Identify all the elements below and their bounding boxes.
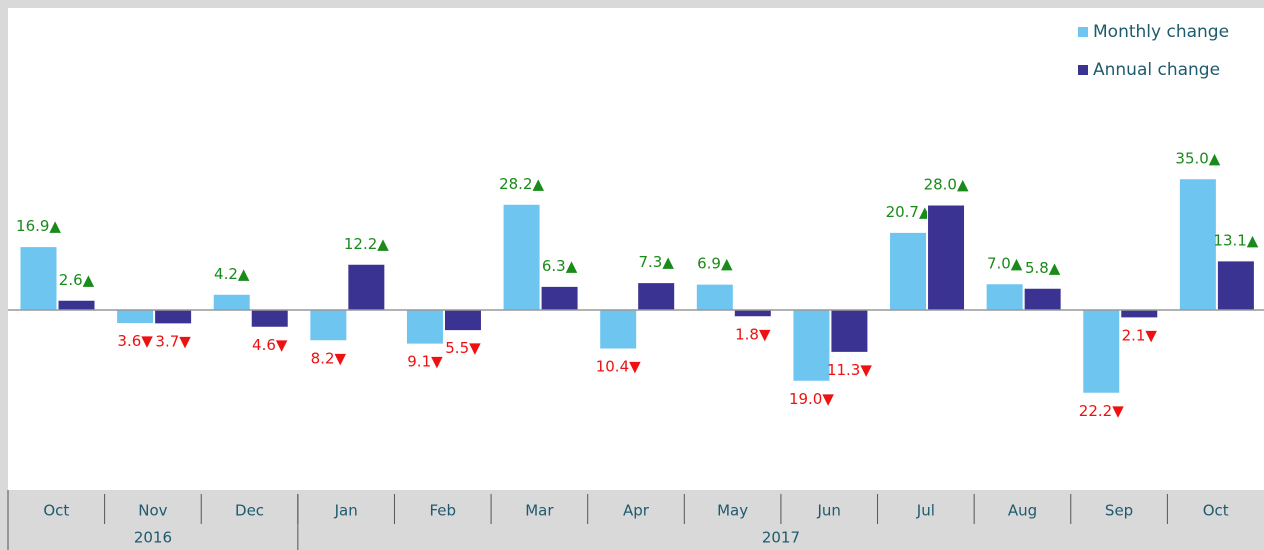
value-label: 2.1▼	[1122, 326, 1158, 344]
value-label: 28.0▲	[924, 176, 969, 194]
value-label: 5.5▼	[445, 339, 481, 357]
value-label: 10.4▼	[596, 358, 641, 376]
bar	[637, 282, 676, 311]
x-tick-label: Oct	[1203, 502, 1229, 520]
x-tick-label: Jan	[334, 502, 358, 520]
value-label: 9.1▼	[407, 353, 443, 371]
bar	[927, 204, 966, 311]
x-tick-label: Jul	[916, 502, 935, 520]
bar	[154, 309, 193, 325]
value-label: 6.9▲	[697, 255, 733, 273]
x-tick-label: Sep	[1105, 502, 1133, 520]
value-label: 12.2▲	[344, 235, 389, 253]
bar	[733, 309, 772, 318]
year-label: 2017	[762, 529, 800, 547]
value-label: 13.1▲	[1213, 231, 1258, 249]
bar	[695, 283, 734, 311]
bar	[599, 309, 638, 350]
value-label: 4.2▲	[214, 265, 250, 283]
value-label: 7.0▲	[987, 254, 1023, 272]
bar	[309, 309, 348, 342]
bar	[1082, 309, 1121, 394]
x-tick-label: Dec	[235, 502, 264, 520]
value-label: 5.8▲	[1025, 259, 1061, 277]
x-tick-label: Mar	[525, 502, 554, 520]
bar	[19, 246, 58, 311]
x-tick-label: Apr	[623, 502, 650, 520]
bar	[792, 309, 831, 382]
x-tick-label: Jun	[817, 502, 841, 520]
bar	[212, 293, 251, 311]
bar	[57, 299, 96, 311]
value-label: 1.8▼	[735, 325, 771, 343]
bar	[1023, 287, 1062, 311]
bar	[347, 263, 386, 311]
value-label: 19.0▼	[789, 390, 834, 408]
value-label: 35.0▲	[1175, 149, 1220, 167]
x-tick-label: Nov	[138, 502, 167, 520]
plot-area	[8, 8, 1264, 490]
bar	[443, 309, 482, 332]
bar	[116, 309, 155, 324]
value-label: 4.6▼	[252, 336, 288, 354]
value-label: 22.2▼	[1079, 402, 1124, 420]
x-tick-label: Feb	[429, 502, 456, 520]
bar	[405, 309, 444, 345]
value-label: 11.3▼	[827, 361, 872, 379]
bar	[502, 203, 541, 311]
bar	[985, 283, 1024, 311]
year-label: 2016	[134, 529, 172, 547]
bar	[889, 231, 928, 311]
legend-swatch	[1078, 65, 1088, 75]
value-label: 8.2▼	[311, 349, 347, 367]
x-tick-label: Oct	[43, 502, 69, 520]
bar	[830, 309, 869, 353]
bar	[250, 309, 289, 328]
legend-label: Monthly change	[1093, 22, 1229, 42]
bar	[1178, 178, 1217, 311]
legend-label: Annual change	[1093, 60, 1220, 80]
value-label: 6.3▲	[542, 257, 578, 275]
value-label: 3.7▼	[155, 332, 191, 350]
bar	[1216, 260, 1255, 311]
x-tick-label: May	[717, 502, 748, 520]
value-label: 2.6▲	[59, 271, 95, 289]
value-label: 16.9▲	[16, 217, 61, 235]
value-label: 3.6▼	[117, 332, 153, 350]
legend-swatch	[1078, 27, 1088, 37]
value-label: 28.2▲	[499, 175, 544, 193]
value-label: 20.7▲	[886, 203, 931, 221]
value-label: 7.3▲	[638, 253, 674, 271]
x-tick-label: Aug	[1008, 502, 1037, 520]
bar	[540, 285, 579, 311]
bar	[1120, 309, 1159, 319]
